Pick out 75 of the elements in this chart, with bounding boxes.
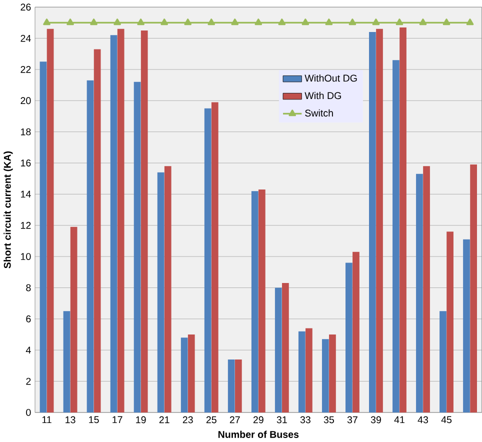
bar	[70, 227, 78, 413]
bar	[329, 334, 336, 413]
bar	[322, 339, 329, 413]
x-tick-label: 39	[370, 416, 381, 424]
bar	[345, 263, 352, 413]
bar	[134, 82, 141, 413]
y-tick-label: 20	[20, 97, 31, 104]
x-tick-label: 37	[347, 416, 358, 424]
x-tick-label: 33	[300, 416, 310, 424]
y-tick-label: 2	[26, 378, 31, 385]
y-tick-label: 0	[26, 409, 31, 416]
y-tick-label: 22	[20, 66, 31, 74]
legend-label: Switch	[305, 110, 333, 117]
x-tick-label: 25	[206, 416, 216, 424]
x-tick-label: 21	[159, 416, 170, 424]
bar	[470, 164, 477, 413]
y-tick-label: 18	[21, 128, 31, 136]
bar	[110, 35, 118, 413]
x-tick-label: 43	[418, 416, 428, 424]
y-tick-label: 10	[21, 253, 31, 260]
bar	[188, 334, 195, 413]
x-tick-label: 19	[136, 416, 146, 424]
legend-label: WithOut DG	[304, 74, 357, 82]
y-tick-label: 16	[21, 160, 31, 167]
x-tick-label: 45	[441, 416, 452, 424]
bar	[258, 190, 266, 413]
bar	[416, 174, 423, 413]
bar	[164, 166, 172, 413]
bar	[40, 62, 47, 413]
legend-label: With DG	[304, 92, 341, 100]
x-tick-label: 27	[230, 416, 240, 424]
bar	[211, 102, 218, 413]
y-tick-label: 8	[26, 284, 31, 292]
bar	[306, 328, 312, 413]
bar	[298, 332, 306, 413]
y-tick-label: 24	[20, 35, 31, 42]
x-tick-label: 31	[276, 416, 287, 424]
bar	[274, 288, 282, 413]
bar	[157, 172, 164, 413]
y-axis-title: Short circuit current (KA)	[4, 152, 13, 269]
bar	[228, 360, 235, 413]
x-tick-label: 23	[182, 416, 193, 424]
y-tick-label: 6	[26, 316, 31, 323]
x-axis-title: Number of Buses	[218, 430, 299, 438]
bar	[446, 232, 454, 413]
bar	[117, 29, 124, 413]
bar	[251, 191, 258, 413]
bar	[63, 311, 70, 413]
y-tick-label: 4	[26, 346, 31, 354]
x-tick-label: 41	[394, 416, 404, 424]
x-tick-label: 13	[66, 416, 76, 424]
bar	[440, 311, 446, 413]
bar	[234, 360, 242, 413]
bar	[94, 49, 101, 413]
x-tick-label: 17	[112, 416, 122, 424]
bar	[392, 60, 400, 413]
bar	[400, 28, 406, 413]
y-tick-label: 14	[21, 191, 31, 198]
bar	[369, 32, 376, 413]
x-tick-label: 29	[253, 416, 264, 424]
bar	[423, 166, 430, 413]
bar	[86, 80, 94, 413]
bar	[463, 240, 470, 413]
bar	[140, 30, 148, 413]
x-tick-label: 11	[42, 416, 52, 424]
bar	[282, 283, 289, 413]
bar	[180, 338, 188, 413]
x-tick-label: 35	[324, 416, 334, 424]
y-tick-label: 12	[21, 222, 31, 230]
bar	[376, 29, 383, 413]
x-tick-label: 15	[89, 416, 99, 424]
bar	[204, 108, 212, 413]
bar	[46, 29, 54, 413]
bar	[352, 252, 360, 413]
y-tick-label: 26	[20, 4, 31, 11]
